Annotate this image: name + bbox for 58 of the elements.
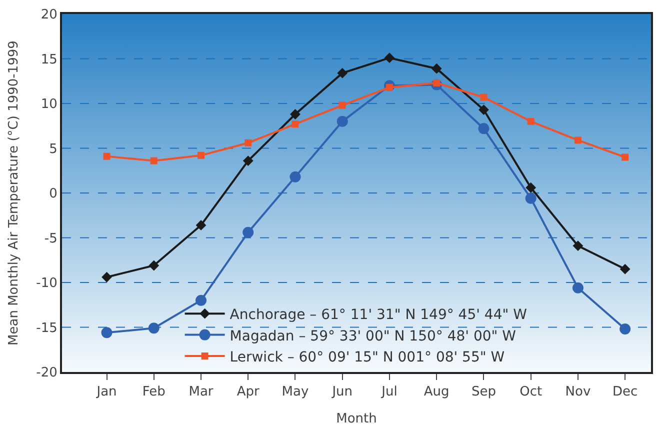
point xyxy=(196,294,206,306)
point xyxy=(478,104,489,115)
point xyxy=(102,272,112,282)
point xyxy=(103,152,110,160)
point xyxy=(338,102,346,109)
x-tick-label: Nov xyxy=(565,384,591,400)
y-tick-label: 10 xyxy=(40,97,58,112)
point xyxy=(527,118,534,125)
y-tick-label: -15 xyxy=(36,320,58,336)
point xyxy=(242,156,254,166)
x-tick-label: May xyxy=(282,384,309,400)
point xyxy=(622,154,629,161)
y-tick-label: 20 xyxy=(40,8,58,23)
x-axis-title: Month xyxy=(336,412,377,427)
point xyxy=(150,157,158,164)
point xyxy=(196,220,206,230)
point xyxy=(101,327,112,338)
point xyxy=(572,240,584,252)
x-tick-label: Sep xyxy=(471,384,496,400)
legend-label: Anchorage – 61° 11' 31" N 149° 45' 44" W xyxy=(230,307,528,324)
x-tick-label: Jul xyxy=(380,384,398,400)
x-tick-label: Jan xyxy=(96,384,117,400)
y-tick-label: 5 xyxy=(49,142,58,157)
y-tick-label: 0 xyxy=(49,186,58,202)
y-tick-label: 15 xyxy=(40,52,58,68)
point xyxy=(337,68,348,78)
x-tick-label: Mar xyxy=(188,384,214,400)
point xyxy=(574,136,582,144)
legend-label: Magadan – 59° 33' 00" N 150° 48' 00" W xyxy=(230,328,516,344)
point xyxy=(526,182,536,193)
point xyxy=(525,192,536,204)
x-tick-label: Dec xyxy=(612,384,638,400)
point xyxy=(148,260,160,271)
point xyxy=(336,116,348,127)
point xyxy=(290,109,300,120)
point xyxy=(242,226,254,238)
x-tick-label: Oct xyxy=(520,384,542,400)
point xyxy=(620,264,630,274)
point xyxy=(292,120,299,128)
point xyxy=(480,94,488,101)
x-tick-label: Apr xyxy=(236,384,260,400)
point xyxy=(384,52,395,64)
y-axis-title: Mean Monthly Air Temperature (°C) 1990-1999 xyxy=(6,40,22,346)
point xyxy=(620,324,631,335)
y-tick-label: -20 xyxy=(36,366,58,381)
point xyxy=(244,139,252,146)
point xyxy=(431,63,442,74)
point xyxy=(478,123,490,134)
point xyxy=(572,282,584,294)
y-tick-label: -5 xyxy=(44,231,58,246)
x-tick-label: Feb xyxy=(142,384,166,400)
point xyxy=(290,171,301,182)
y-tick-label: -10 xyxy=(36,276,58,292)
x-tick-label: Jun xyxy=(331,384,353,400)
point xyxy=(148,322,160,334)
x-tick-label: Aug xyxy=(424,384,450,400)
legend-label: Lerwick – 60° 09' 15" N 001° 08' 55" W xyxy=(230,349,505,366)
point xyxy=(198,152,204,159)
